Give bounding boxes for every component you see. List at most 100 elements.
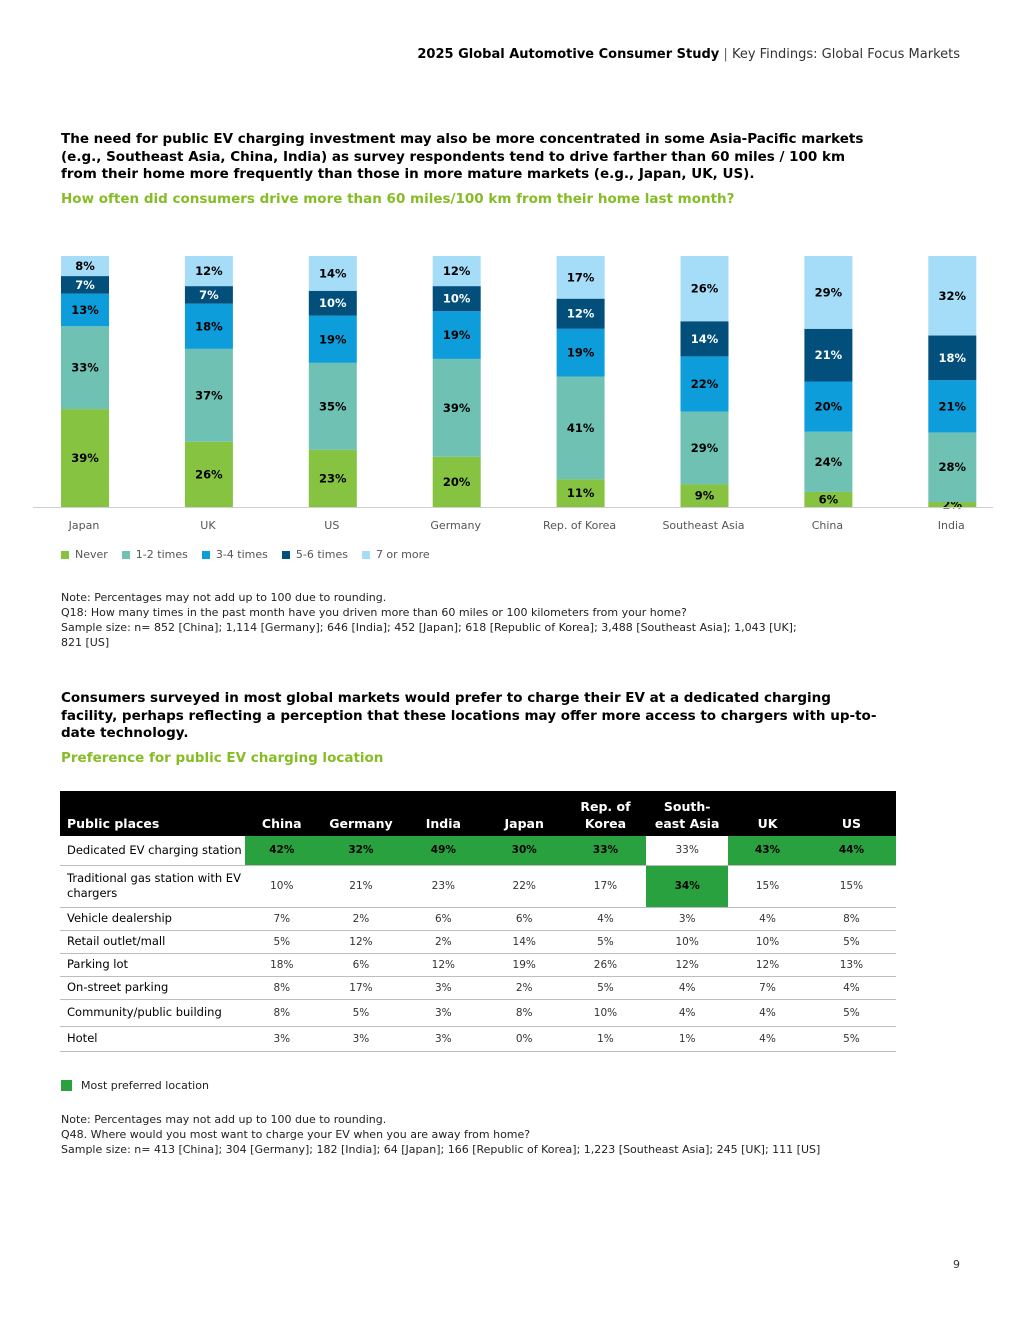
legend-label: 7 or more xyxy=(375,548,430,561)
table-cell: 4% xyxy=(646,999,729,1027)
legend-item: 7 or more xyxy=(361,548,430,561)
table-cell: 8% xyxy=(244,999,319,1027)
table-cell: 10% xyxy=(728,930,807,954)
table-cell: 3% xyxy=(244,1026,319,1052)
table-question-text: Q48. Where would you most want to charge… xyxy=(61,1128,531,1141)
page-header: 2025 Global Automotive Consumer Study | … xyxy=(417,47,960,62)
bar-segment xyxy=(928,380,977,433)
data-label: 13% xyxy=(71,303,99,317)
table-note-line: Note: Percentages may not add up to 100 … xyxy=(61,1113,387,1126)
table-cell: 42% xyxy=(244,836,319,866)
bar-segment xyxy=(308,449,357,507)
column-header-label: Japan xyxy=(504,816,544,831)
bar-segment xyxy=(184,303,233,349)
column-header-label: India xyxy=(425,816,461,831)
data-label: 12% xyxy=(567,307,595,321)
bar-segment xyxy=(680,256,729,322)
x-tick-label: Southeast Asia xyxy=(662,519,744,532)
chart-question: How often did consumers drive more than … xyxy=(61,191,735,207)
column-header-label: UK xyxy=(757,816,778,831)
table-cell: 0% xyxy=(483,1026,565,1052)
column-header: India xyxy=(403,791,484,836)
data-label: 39% xyxy=(443,401,471,415)
bar-segment xyxy=(928,335,977,381)
x-tick-label: UK xyxy=(200,519,216,532)
bar-segment xyxy=(928,432,977,503)
table-cell: 6% xyxy=(318,953,404,977)
table-cell: 6% xyxy=(483,907,565,931)
table-cell: 5% xyxy=(806,930,896,954)
data-label: 29% xyxy=(691,441,719,455)
column-header: Japan xyxy=(483,791,565,836)
legend-label: 5-6 times xyxy=(295,548,348,561)
table-cell: 4% xyxy=(728,999,807,1027)
table-cell: 33% xyxy=(564,836,647,866)
section1-title: The need for public EV charging investme… xyxy=(61,131,864,182)
table-cell: 4% xyxy=(564,907,647,931)
row-label: On-street parking xyxy=(60,976,245,1000)
table-subtitle: Preference for public EV charging locati… xyxy=(61,750,384,766)
table-row: Traditional gas station with EV chargers… xyxy=(60,865,896,908)
column-header-label: Rep. of xyxy=(580,799,631,814)
table-cell: 23% xyxy=(403,865,484,908)
table-row: On-street parking 8% 17% 3% 2% 5% 4% 7% 4% xyxy=(60,976,896,1000)
x-tick-label: US xyxy=(324,519,339,532)
bar-segment xyxy=(804,431,853,492)
x-tick-label: China xyxy=(812,519,843,532)
chart-question-text: Q18: How many times in the past month ha… xyxy=(61,606,687,619)
legend-swatch xyxy=(61,550,69,559)
table-cell: 33% xyxy=(646,836,729,866)
column-header-line2: Korea xyxy=(584,816,627,831)
table-cell: 5% xyxy=(564,930,647,954)
row-label: Hotel xyxy=(60,1026,245,1052)
legend-item: 1-2 times xyxy=(121,548,188,561)
column-header: UK xyxy=(728,791,807,836)
bar-segment xyxy=(184,441,233,507)
bar-segment xyxy=(308,290,357,316)
table-cell: 3% xyxy=(646,907,729,931)
column-header-label: Germany xyxy=(329,816,393,831)
bar-segment xyxy=(61,276,109,294)
table-cell: 5% xyxy=(318,999,404,1027)
legend-label: 1-2 times xyxy=(135,548,188,561)
data-label: 21% xyxy=(939,399,967,413)
bar-segment xyxy=(61,409,109,507)
table-cell: 30% xyxy=(483,836,565,866)
table-cell: 3% xyxy=(403,976,484,1000)
table-cell: 3% xyxy=(318,1026,404,1052)
data-label: 29% xyxy=(815,285,843,299)
report-subtitle: Key Findings: Global Focus Markets xyxy=(731,47,960,62)
table-cell: 4% xyxy=(728,1026,807,1052)
data-label: 6% xyxy=(819,492,839,506)
data-label: 18% xyxy=(195,319,223,333)
table-cell: 12% xyxy=(318,930,404,954)
page-number: 9 xyxy=(953,1258,960,1271)
data-label: 32% xyxy=(939,289,967,303)
table-cell: 4% xyxy=(646,976,729,1000)
bar-segment xyxy=(680,356,729,412)
data-label: 33% xyxy=(71,361,99,375)
table-cell: 15% xyxy=(806,865,896,908)
table-header-row: Public places China Germany India Japan … xyxy=(60,791,896,836)
table-cell: 1% xyxy=(564,1026,647,1052)
table-row: Dedicated EV charging station 42% 32% 49% 30… xyxy=(60,836,896,866)
bar-segment xyxy=(804,491,853,507)
data-label: 11% xyxy=(567,486,595,500)
bar-segment xyxy=(61,293,109,327)
data-label: 20% xyxy=(815,400,843,414)
data-label: 19% xyxy=(567,346,595,360)
bar-segment xyxy=(804,328,853,382)
table-cell: 12% xyxy=(646,953,729,977)
data-label: 26% xyxy=(691,282,719,296)
data-label: 19% xyxy=(319,332,347,346)
table-cell: 10% xyxy=(244,865,319,908)
table-row: Parking lot 18% 6% 12% 19% 26% 12% 12% 13% xyxy=(60,953,896,977)
row-label: Parking lot xyxy=(60,953,245,977)
legend-label: 3-4 times xyxy=(215,548,268,561)
bar-segment xyxy=(556,256,605,299)
column-header-public-places: Public places xyxy=(60,791,245,836)
bar-segment xyxy=(804,256,853,329)
column-header: China xyxy=(244,791,319,836)
x-tick-label: Rep. of Korea xyxy=(543,519,616,532)
section2-title: Consumers surveyed in most global market… xyxy=(61,690,877,741)
